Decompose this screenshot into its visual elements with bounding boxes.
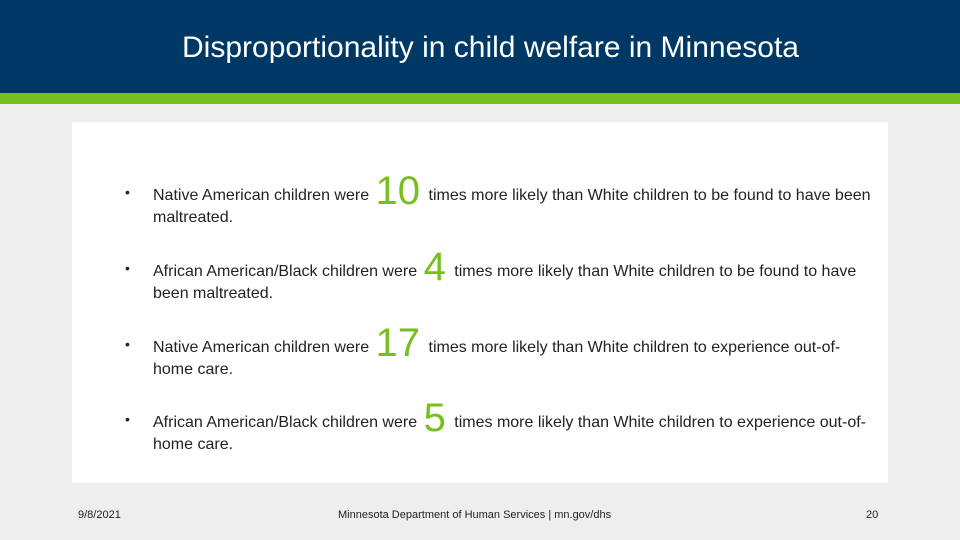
highlight-number: 4: [423, 245, 446, 289]
footer-organization: Minnesota Department of Human Services |…: [338, 509, 612, 521]
bullet-text-before: Native American children were: [153, 339, 370, 356]
highlight-number: 10: [375, 169, 421, 213]
content-panel: • Native American children were 10 times…: [72, 122, 888, 483]
title-bar: Disproportionality in child welfare in M…: [0, 0, 960, 93]
bullet-text-before: African American/Black children were: [153, 414, 418, 431]
bullet-text-before: African American/Black children were: [153, 263, 418, 280]
highlight-number: 5: [423, 396, 446, 440]
bullet-dot: •: [125, 336, 130, 352]
highlight-number: 17: [375, 321, 421, 365]
footer-date: 9/8/2021: [78, 509, 121, 521]
page-number: 20: [866, 509, 879, 521]
accent-bar: [0, 93, 960, 104]
slide-title: Disproportionality in child welfare in M…: [182, 31, 799, 64]
bullet-dot: •: [125, 411, 130, 427]
bullet-text-after: times more likely than White children to…: [153, 339, 841, 378]
bullet-dot: •: [125, 260, 130, 276]
bullet-text-after: times more likely than White children to…: [153, 414, 866, 453]
bullet-text-after: times more likely than White children to…: [153, 187, 871, 226]
bullet-dot: •: [125, 184, 130, 200]
bullet-text-before: Native American children were: [153, 187, 370, 204]
bullet-text-after: times more likely than White children to…: [153, 263, 857, 302]
